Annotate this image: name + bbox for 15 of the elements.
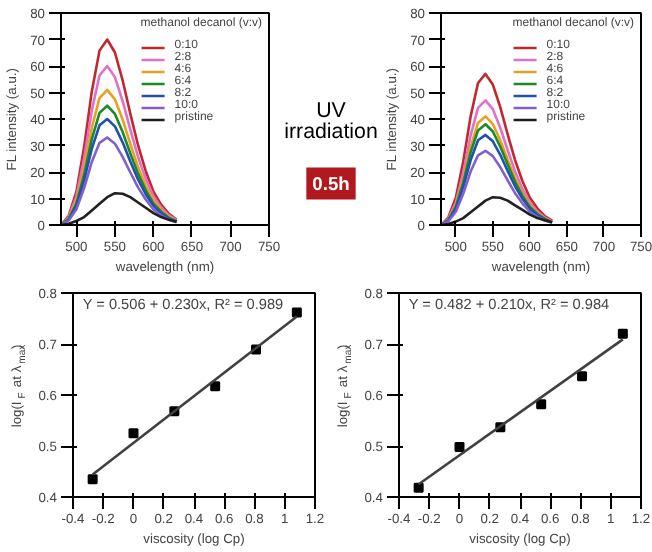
line-series (61, 191, 178, 225)
point (454, 442, 465, 453)
point (87, 474, 98, 485)
point (617, 328, 628, 339)
point (210, 381, 221, 392)
line-series (61, 136, 178, 225)
text: 0.5h (312, 173, 351, 194)
line-series (441, 195, 554, 225)
point (128, 428, 139, 439)
line-series (441, 149, 554, 225)
point (536, 399, 547, 410)
point (291, 307, 302, 318)
text: UV irradiation (284, 99, 378, 145)
point (577, 371, 588, 382)
point (413, 482, 424, 493)
